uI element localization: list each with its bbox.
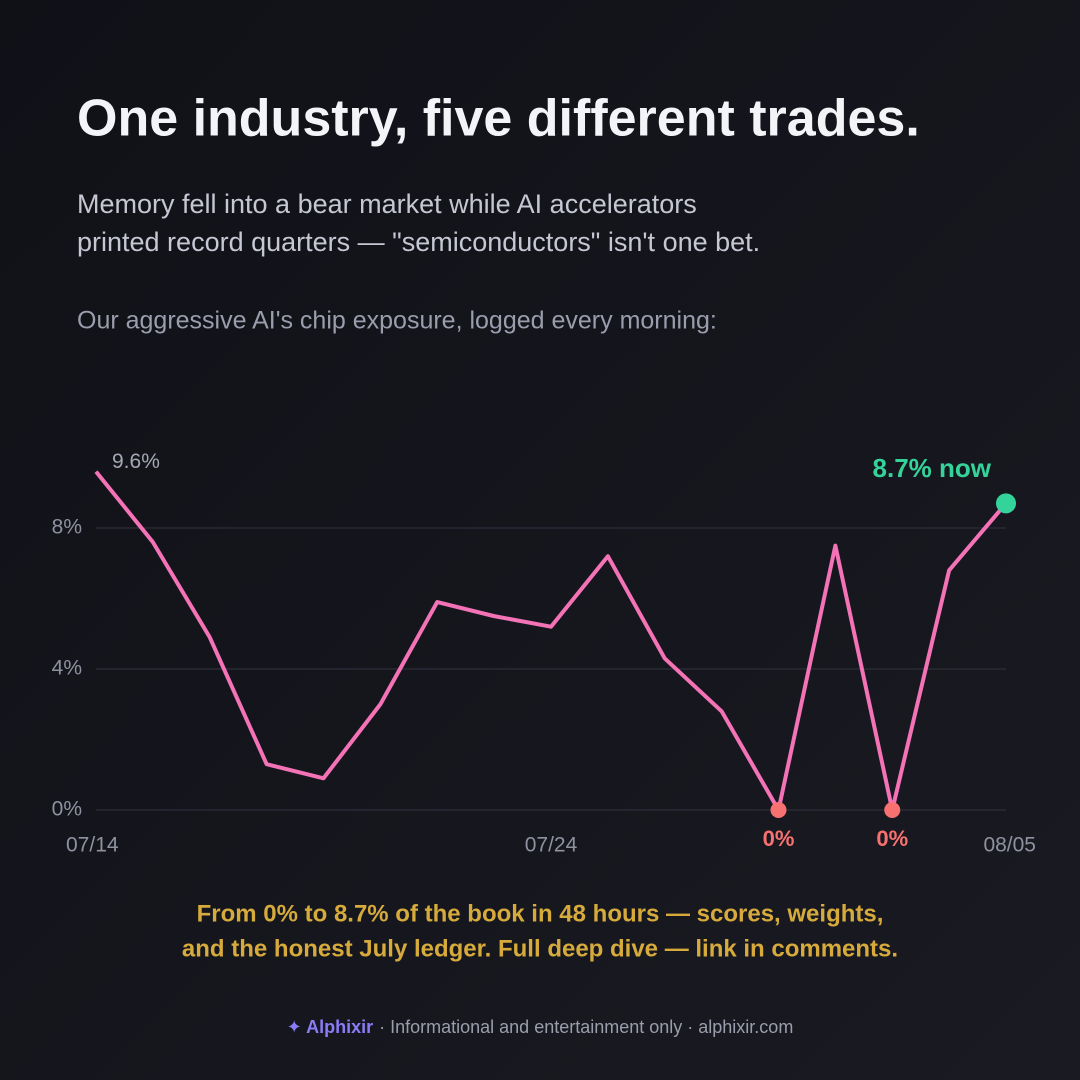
brand: ✦ Alphixir (287, 1017, 373, 1037)
x-tick-label: 08/05 (983, 834, 1036, 857)
marker (884, 802, 901, 818)
x-tick-label: 07/14 (66, 834, 119, 857)
intro: Our aggressive AI's chip exposure, logge… (77, 307, 717, 335)
marker (770, 802, 787, 818)
subtitle: Memory fell into a bear market while AI … (77, 189, 697, 219)
footer: ✦ Alphixir · Informational and entertainm… (287, 1017, 794, 1037)
subtitle: printed record quarters — "semiconductor… (77, 227, 760, 257)
value-label: 0% (876, 826, 908, 851)
line (94, 470, 1008, 812)
caption: From 0% to 8.7% of the book in 48 hours … (197, 900, 884, 927)
value-label: 9.6% (112, 450, 160, 473)
y-tick-label: 4% (52, 657, 82, 680)
y-tick-label: 8% (52, 516, 82, 539)
marker (996, 493, 1016, 514)
title: One industry, five different trades. (77, 90, 920, 148)
value-label: 8.7% now (873, 453, 992, 483)
plot: 0% 4% 8% 07/14 07/24 08/05 9.6% 0% 0% 8.7% now (52, 450, 1036, 856)
disclaimer: · Informational and entertainment only ·… (379, 1017, 793, 1037)
x-tick-label: 07/24 (525, 834, 578, 857)
y-tick-label: 0% (52, 798, 82, 821)
value-label: 0% (763, 826, 795, 851)
caption: and the honest July ledger. Full deep di… (182, 935, 898, 962)
